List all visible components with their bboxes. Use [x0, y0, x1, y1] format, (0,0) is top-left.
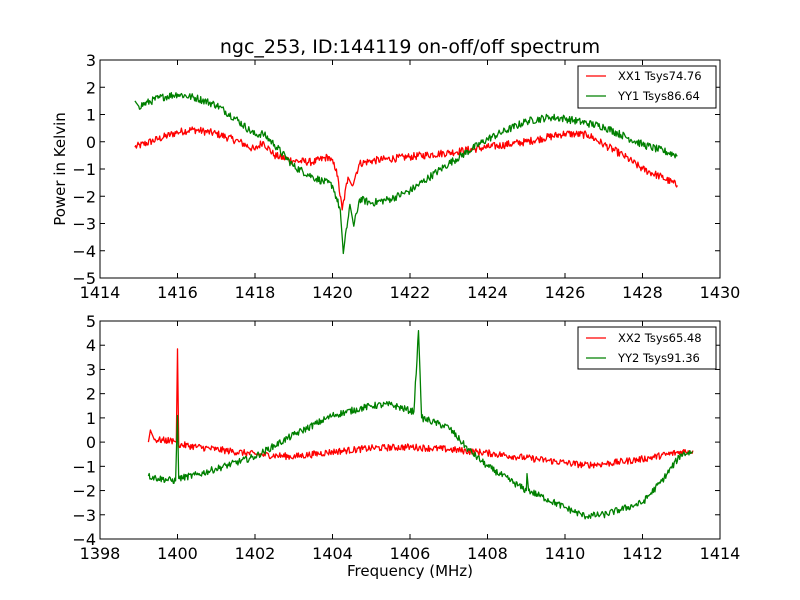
top-x-tick-label: 1430: [700, 283, 741, 302]
legend-label-yy2: YY2 Tsys91.36: [617, 351, 700, 365]
top-y-tick-label: −4: [72, 242, 96, 261]
top-x-tick-label: 1418: [235, 283, 276, 302]
bottom-x-tick-label: 1414: [700, 544, 741, 563]
top-y-tick-label: 0: [86, 133, 96, 152]
top-x-tick-label: 1420: [312, 283, 353, 302]
bottom-series-group: [147, 330, 694, 520]
bottom-y-tick-label: 3: [86, 360, 96, 379]
legend-label-xx1: XX1 Tsys74.76: [618, 69, 702, 83]
top-axes: 1414 1416 1418 1420 1422 1424 1426 1428 1430 3 2 1 0…: [51, 36, 740, 302]
chart-title: ngc_253, ID:144119 on-off/off spectrum: [220, 36, 600, 58]
bottom-x-tick-label: 1398: [80, 544, 121, 563]
bottom-legend: XX2 Tsys65.48 YY2 Tsys91.36: [577, 326, 717, 370]
top-y-tick-label: 3: [86, 51, 96, 70]
top-legend: XX1 Tsys74.76 YY1 Tsys86.64: [577, 65, 717, 109]
top-legend-box: [577, 65, 717, 109]
legend-label-xx2: XX2 Tsys65.48: [618, 331, 702, 345]
bottom-y-tick-label: 0: [86, 433, 96, 452]
bottom-y-tick-label: −3: [72, 506, 96, 525]
bottom-x-tick-label: 1404: [312, 544, 353, 563]
series-line-yy1: [134, 92, 678, 255]
top-x-tick-label: 1428: [622, 283, 663, 302]
top-y-tick-label: 2: [86, 78, 96, 97]
top-y-tick-label: −3: [72, 215, 96, 234]
bottom-y-tick-label: −4: [72, 530, 96, 549]
bottom-axes-frame: [99, 320, 721, 540]
bottom-x-tick-label: 1406: [390, 544, 431, 563]
bottom-y-tick-label: −2: [72, 482, 96, 501]
bottom-y-tick-label: 2: [86, 385, 96, 404]
bottom-x-tick-label: 1408: [467, 544, 508, 563]
top-axes-frame: [99, 59, 721, 279]
bottom-x-tick-label: 1400: [157, 544, 198, 563]
bottom-x-tick-label: 1412: [622, 544, 663, 563]
top-x-tick-label: 1422: [390, 283, 431, 302]
top-x-tick-label: 1416: [157, 283, 198, 302]
y-axis-label: Power in Kelvin: [51, 112, 69, 226]
bottom-y-tick-label: −1: [72, 457, 96, 476]
bottom-y-tick-label: 1: [86, 409, 96, 428]
legend-label-yy1: YY1 Tsys86.64: [617, 89, 700, 103]
x-axis-label: Frequency (MHz): [347, 562, 473, 580]
bottom-y-tick-label: 5: [86, 312, 96, 331]
top-ticks: 1414 1416 1418 1420 1422 1424 1426 1428 1430 3 2 1 0…: [72, 51, 740, 302]
top-y-tick-label: 1: [86, 106, 96, 125]
series-line-xx1: [134, 126, 678, 211]
bottom-legend-box: [577, 326, 717, 370]
series-line-xx2: [147, 348, 694, 469]
top-x-tick-label: 1424: [467, 283, 508, 302]
bottom-y-tick-label: 4: [86, 336, 96, 355]
series-line-yy2: [147, 330, 694, 520]
top-x-tick-label: 1414: [80, 283, 121, 302]
top-y-tick-label: −1: [72, 160, 96, 179]
bottom-x-tick-label: 1410: [545, 544, 586, 563]
top-y-tick-label: −5: [72, 269, 96, 288]
top-series-group: [134, 92, 678, 255]
bottom-x-tick-label: 1402: [235, 544, 276, 563]
bottom-axes: 1398 1400 1402 1404 1406 1408 1410 1412 1414 5 4 3 2…: [72, 312, 740, 580]
top-x-tick-label: 1426: [545, 283, 586, 302]
top-y-tick-label: −2: [72, 187, 96, 206]
